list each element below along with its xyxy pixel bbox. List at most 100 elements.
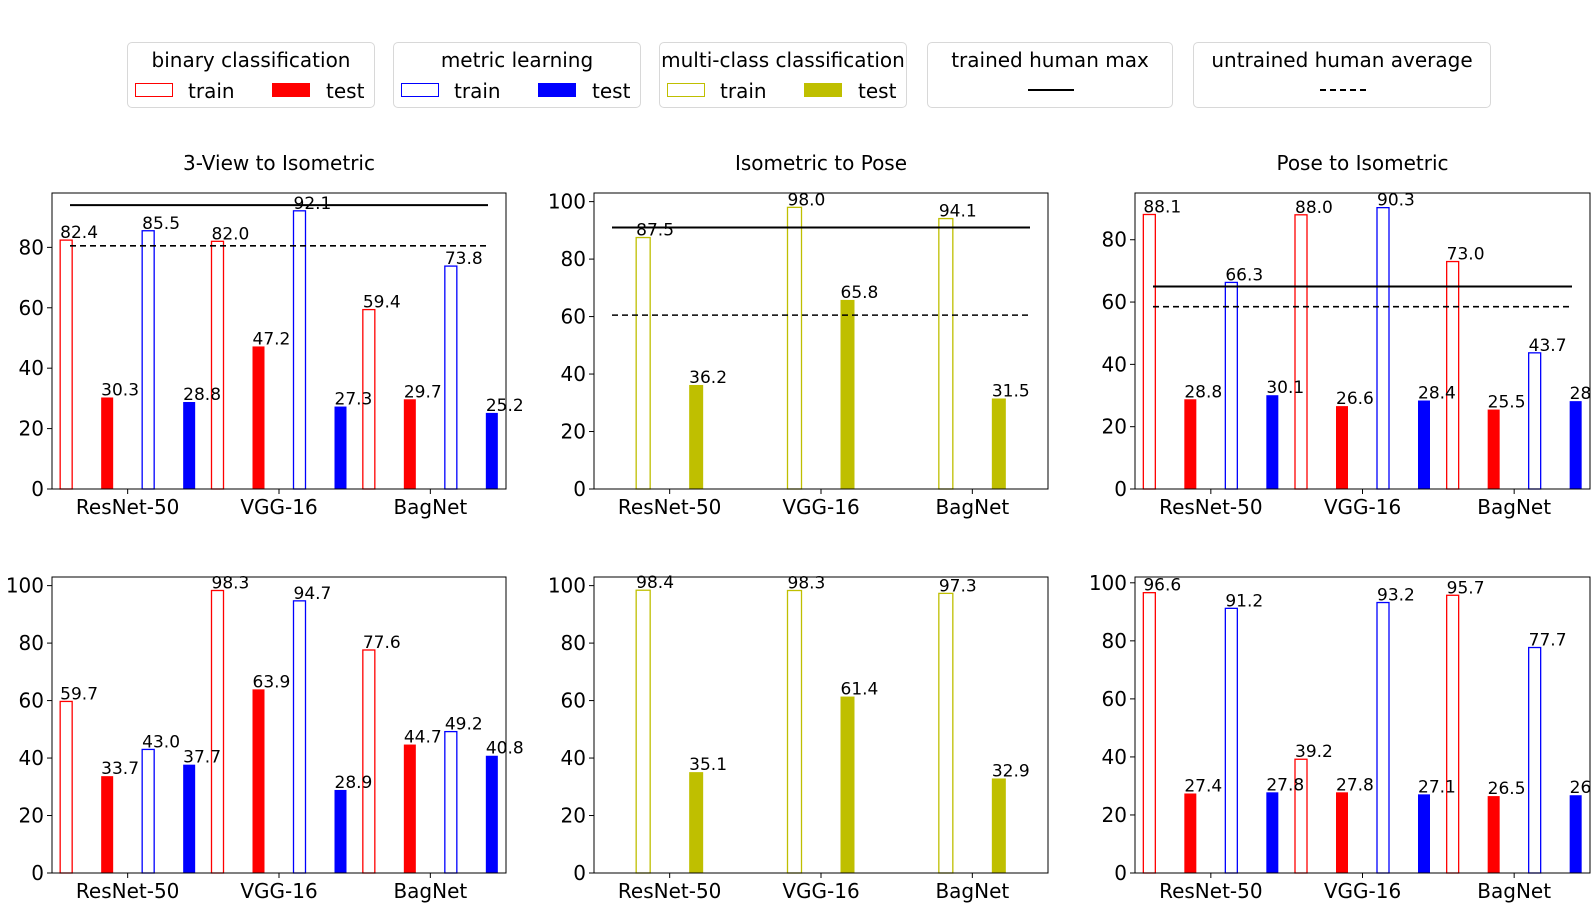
data-label: 94.7 xyxy=(294,584,332,604)
x-tick-label: BagNet xyxy=(393,879,467,903)
data-label: 77.7 xyxy=(1529,631,1567,651)
bar-metric-test xyxy=(1266,395,1279,489)
bar-metric-test xyxy=(183,402,196,489)
data-label: 27.1 xyxy=(1418,777,1456,797)
bar-binary-test xyxy=(1336,406,1348,489)
chart-title: 3-View to Isometric xyxy=(183,151,375,175)
data-label: 98.0 xyxy=(788,190,826,210)
data-label: 27.8 xyxy=(1336,775,1374,795)
legend-title: untrained human average xyxy=(1211,48,1473,72)
bar-multiclass-train xyxy=(635,589,651,874)
data-label: 95.7 xyxy=(1447,578,1485,598)
bar-multiclass-test xyxy=(689,384,704,489)
data-label: 28.9 xyxy=(335,773,373,793)
bar-metric-train xyxy=(1528,352,1542,490)
bar-metric-test xyxy=(485,412,498,489)
y-tick-label: 20 xyxy=(561,804,586,828)
plot-frame xyxy=(1134,192,1591,490)
data-label: 98.3 xyxy=(788,574,826,594)
x-tick-label: ResNet-50 xyxy=(76,879,180,903)
y-tick-label: 60 xyxy=(19,689,44,713)
legend-swatch-test xyxy=(272,83,310,97)
data-label: 26.8 xyxy=(1570,778,1593,798)
data-label: 90.3 xyxy=(1377,191,1415,211)
data-label: 98.3 xyxy=(212,574,250,594)
bar-binary-test xyxy=(1184,793,1197,873)
legend-label-test: test xyxy=(592,79,631,103)
bar-metric-test xyxy=(334,789,347,873)
y-tick-label: 60 xyxy=(1102,687,1127,711)
y-tick-label: 0 xyxy=(1114,861,1127,885)
bar-multiclass-train xyxy=(786,589,803,874)
data-label: 25.2 xyxy=(486,396,524,416)
x-tick-label: VGG-16 xyxy=(240,879,317,903)
data-label: 98.4 xyxy=(636,573,674,593)
chart-panel-5: 98.4 98.3 97.3 35.1 61.4 32.9 0 20 40 60 80 100 ResN… xyxy=(548,573,1049,903)
x-tick-label: ResNet-50 xyxy=(1159,879,1263,903)
plot-frame xyxy=(1134,576,1591,874)
x-tick-label: BagNet xyxy=(935,879,1009,903)
data-label: 28.8 xyxy=(1184,382,1222,402)
y-tick-label: 40 xyxy=(561,362,586,386)
data-label: 85.5 xyxy=(142,214,180,234)
data-label: 25.5 xyxy=(1488,393,1526,413)
bar-multiclass-test xyxy=(840,299,855,489)
bar-binary-test xyxy=(101,397,114,489)
data-label: 97.3 xyxy=(939,576,977,596)
legend-multi-class-classification: multi-class classification train test xyxy=(659,42,907,108)
bar-multiclass-train xyxy=(786,206,803,490)
y-tick-label: 20 xyxy=(19,417,44,441)
bar-metric-test xyxy=(1569,401,1582,489)
bar-metric-train xyxy=(292,600,307,874)
chart-panel-4: 59.7 98.3 77.6 33.7 63.9 44.7 43.0 94.7 49.2 37.7… xyxy=(6,574,524,903)
y-tick-label: 0 xyxy=(573,861,586,885)
legend-swatch-train xyxy=(667,83,705,97)
bar-metric-train xyxy=(1224,281,1238,490)
legend-label-test: test xyxy=(326,79,365,103)
data-label: 29.7 xyxy=(404,382,442,402)
bar-multiclass-train xyxy=(938,217,954,490)
data-label: 82.0 xyxy=(212,224,250,244)
x-tick-label: VGG-16 xyxy=(782,879,859,903)
data-label: 88.1 xyxy=(1143,197,1181,217)
y-tick-label: 60 xyxy=(19,296,44,320)
data-label: 36.2 xyxy=(689,368,727,388)
bar-binary-test xyxy=(403,744,416,873)
x-tick-label: VGG-16 xyxy=(240,495,317,519)
x-tick-label: VGG-16 xyxy=(1324,879,1401,903)
legend-metric-learning: metric learning train test xyxy=(393,42,641,108)
x-tick-label: ResNet-50 xyxy=(618,879,722,903)
x-tick-label: BagNet xyxy=(1477,495,1551,519)
bar-binary-test xyxy=(403,399,416,489)
chart-title: Isometric to Pose xyxy=(735,151,907,175)
data-label: 43.7 xyxy=(1529,336,1567,356)
data-label: 27.4 xyxy=(1184,776,1222,796)
data-label: 33.7 xyxy=(101,759,139,779)
data-label: 28.2 xyxy=(1570,384,1593,404)
bar-binary-train xyxy=(1446,594,1460,874)
chart-title: Pose to Isometric xyxy=(1276,151,1448,175)
y-tick-label: 80 xyxy=(561,631,586,655)
data-label: 66.3 xyxy=(1225,265,1263,285)
data-label: 28.8 xyxy=(183,385,221,405)
y-tick-label: 80 xyxy=(561,247,586,271)
data-label: 47.2 xyxy=(253,329,291,349)
y-tick-label: 60 xyxy=(561,689,586,713)
x-tick-label: BagNet xyxy=(1477,879,1551,903)
legend-title: multi-class classification xyxy=(661,48,905,72)
bar-binary-test xyxy=(1487,796,1500,873)
data-label: 49.2 xyxy=(445,715,483,735)
bar-multiclass-test xyxy=(991,778,1006,873)
bar-metric-test xyxy=(485,755,498,873)
bar-metric-test xyxy=(1266,792,1279,873)
y-tick-label: 80 xyxy=(1102,228,1127,252)
data-label: 37.7 xyxy=(183,748,221,768)
legend-binary-classification: binary classification train test xyxy=(127,42,375,108)
data-label: 30.1 xyxy=(1266,378,1304,398)
bar-metric-train xyxy=(141,748,155,874)
y-tick-label: 100 xyxy=(1089,571,1127,595)
data-label: 88.0 xyxy=(1295,198,1333,218)
legend-swatch-train xyxy=(401,83,439,97)
legend-trained-human-max: trained human max xyxy=(927,42,1173,108)
data-label: 96.6 xyxy=(1143,576,1181,596)
